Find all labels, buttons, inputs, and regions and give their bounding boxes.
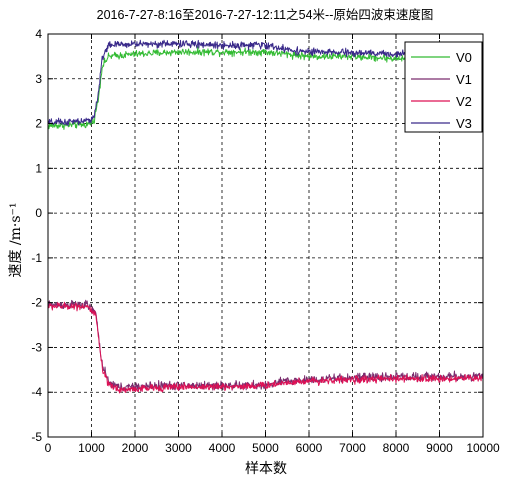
y-tick-label: 4 bbox=[35, 27, 42, 41]
legend-label-v0: V0 bbox=[456, 50, 472, 65]
y-tick-label: -5 bbox=[31, 430, 42, 444]
y-tick-label: 1 bbox=[35, 161, 42, 175]
x-tick-label: 4000 bbox=[209, 441, 236, 455]
y-tick-label: 2 bbox=[35, 117, 42, 131]
y-tick-label: 3 bbox=[35, 72, 42, 86]
y-tick-label: -4 bbox=[31, 385, 42, 399]
x-tick-label: 6000 bbox=[296, 441, 323, 455]
legend-label-v2: V2 bbox=[456, 94, 472, 109]
x-tick-label: 8000 bbox=[383, 441, 410, 455]
legend-label-v1: V1 bbox=[456, 72, 472, 87]
series-line-v2 bbox=[47, 301, 484, 394]
x-tick-label: 3000 bbox=[165, 441, 192, 455]
y-tick-label: 0 bbox=[35, 206, 42, 220]
x-tick-label: 9000 bbox=[426, 441, 453, 455]
legend-label-v3: V3 bbox=[456, 116, 472, 131]
x-tick-label: 7000 bbox=[339, 441, 366, 455]
legend: V0 V1 V2 V3 bbox=[404, 41, 483, 133]
x-tick-label: 2000 bbox=[122, 441, 149, 455]
chart-title: 2016-7-27-8:16至2016-7-27-12:11之54米--原始四波… bbox=[97, 7, 434, 22]
x-tick-label: 1000 bbox=[78, 441, 105, 455]
axis-ticks: 0 1000 2000 3000 4000 5000 6000 7000 8000 9000 100… bbox=[31, 27, 500, 455]
x-tick-label: 5000 bbox=[252, 441, 279, 455]
x-axis-title: 样本数 bbox=[245, 461, 287, 477]
x-tick-label: 0 bbox=[45, 441, 52, 455]
x-tick-label: 10000 bbox=[466, 441, 500, 455]
y-axis-title: 速度 /m·s⁻¹ bbox=[8, 202, 24, 277]
y-tick-label: -2 bbox=[31, 296, 42, 310]
y-tick-label: -1 bbox=[31, 251, 42, 265]
y-tick-label: -3 bbox=[31, 340, 42, 354]
